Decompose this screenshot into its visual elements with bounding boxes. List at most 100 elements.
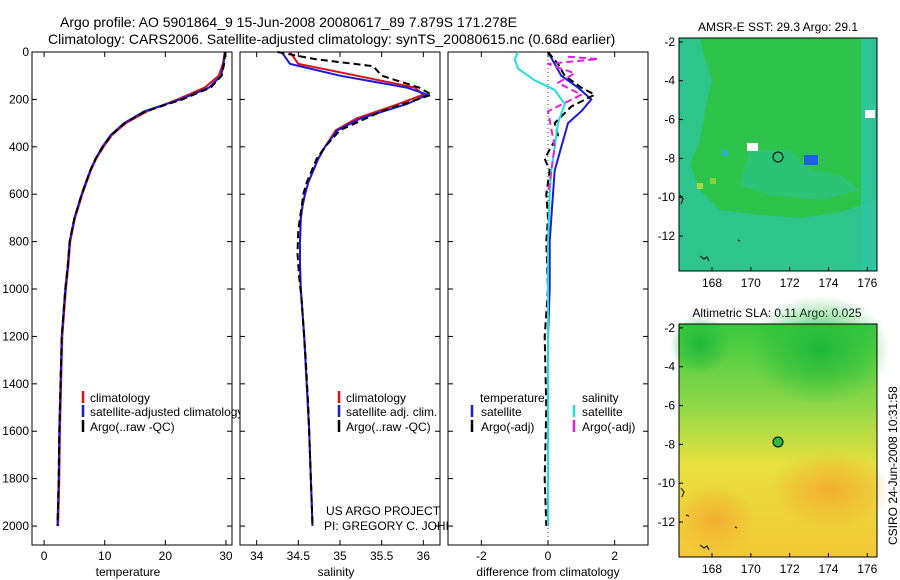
ytick-label: 200 [9,92,29,106]
map-ytick-label: -2 [664,35,675,49]
xtick-label: 34 [250,549,264,563]
xtick-label: 2 [611,549,618,563]
sla-orange-blob-2 [675,485,755,555]
sst-map-blank-cell [747,143,758,151]
map-ytick-label: -4 [664,360,675,374]
map-xtick-label: 172 [780,562,800,576]
map-ytick-label: -10 [658,190,676,204]
difference-panel: -2 0 2 difference from climatology tempera… [447,51,649,579]
sst-map-panel: AMSR-E SST: 29.3 Argo: 29.1 168 170 172 174… [658,20,878,290]
ytick-label: 600 [9,187,29,201]
ytick-label: 1000 [2,282,29,296]
map-xtick-label: 170 [741,276,761,290]
sst-map-right-strip [861,38,877,271]
map-ytick-label: -12 [658,515,676,529]
sst-map-frame [678,37,878,272]
difference-legend: temperature salinity satellite Argo(-adj… [470,391,635,434]
temperature-panel: 0 10 20 30 0 200 400 600 800 1000 1200 1400 1600 1800… [2,45,243,579]
sst-map-yellow-cell [697,183,703,189]
temperature-legend-argo: Argo(..raw -QC) [90,420,175,434]
ytick-label: 1800 [2,472,29,486]
sla-green-blob [750,295,890,405]
difference-legend-sal-argo: Argo(-adj) [582,420,635,434]
xtick-label: 20 [159,549,173,563]
xtick-label: -2 [476,549,487,563]
map-ytick-label: -10 [658,476,676,490]
ytick-label: 1400 [2,377,29,391]
map-ytick-label: -4 [664,74,675,88]
difference-legend-temperature-title: temperature [480,391,545,405]
sst-map-yellow-cell-2 [710,178,716,184]
salinity-legend-climatology: climatology [346,391,406,405]
sst-map-teal-patch [740,150,860,200]
series-line-argo-raw-qc- [56,51,227,527]
map-xtick-label: 168 [702,276,722,290]
map-xtick-label: 174 [818,562,838,576]
salinity-panel: 34 34.5 35 35.5 36 salinity climatology sate… [239,51,480,579]
salinity-axes-frame [239,51,441,546]
sst-map-blue-cell-2 [722,150,728,156]
figure-title-line1: Argo profile: AO 5901864_9 15-Jun-2008 2… [60,14,517,30]
xtick-label: 36 [417,549,431,563]
sla-green-blob-2 [670,315,730,375]
sst-map-ticks: 168 170 172 174 176 -2 -4 -6 -8 -10 -12 [658,35,878,290]
difference-xlabel: difference from climatology [476,565,619,579]
sla-map-ticks: 168 170 172 174 176 -2 -4 -6 -8 -10 -12 [658,321,878,576]
credit-stamp: CSIRO 24-Jun-2008 10:31:58 [886,386,900,545]
map-xtick-label: 176 [857,276,877,290]
series-line-argo-raw-qc- [277,51,433,527]
series-line-salinity-satellite [513,51,566,526]
series-line-salinity-argo-adj- [547,55,599,195]
xtick-label: 10 [98,549,112,563]
salinity-legend-argo: Argo(..raw -QC) [346,420,431,434]
map-xtick-label: 172 [780,276,800,290]
map-xtick-label: 176 [857,562,877,576]
sst-map-blue-cell [804,155,818,165]
xtick-label: 0 [545,549,552,563]
salinity-ticks: 34 34.5 35 35.5 36 [240,51,440,563]
ytick-label: 0 [22,45,29,59]
sst-coastline [679,194,741,262]
project-label: US ARGO PROJECT [326,504,441,518]
ytick-label: 800 [9,235,29,249]
difference-lines [513,51,599,527]
salinity-legend: climatology satellite adj. clim. Argo(..… [337,391,437,434]
xtick-label: 35 [333,549,347,563]
salinity-xlabel: salinity [318,565,355,579]
map-ytick-label: -8 [664,151,675,165]
sst-argo-marker [772,151,784,163]
xtick-label: 0 [41,549,48,563]
map-ytick-label: -6 [664,399,675,413]
series-line-satellite-adj-clim- [280,51,429,527]
xtick-label: 35.5 [370,549,394,563]
sla-map-panel: Altimetric SLA: 0.11 Argo: 0.025 1681701… [658,295,890,576]
ytick-label: 1600 [2,424,29,438]
salinity-lines [277,51,433,527]
ytick-label: 1200 [2,329,29,343]
temperature-legend-climatology: climatology [90,391,150,405]
pi-label: PI: GREGORY C. JOHNSON [324,519,480,533]
map-ytick-label: -6 [664,113,675,127]
temperature-axes-frame [31,51,233,546]
difference-legend-temp-argo: Argo(-adj) [481,420,534,434]
temperature-xlabel: temperature [96,565,161,579]
temperature-lines [56,51,227,527]
difference-ticks: -2 0 2 [448,51,648,563]
sst-map-title: AMSR-E SST: 29.3 Argo: 29.1 [698,20,858,34]
sla-coastline [680,487,738,551]
sst-map-teal-region [679,38,877,271]
temperature-ticks: 0 10 20 30 0 200 400 600 800 1000 1200 1400 1600 1800… [2,45,233,563]
map-ytick-label: -12 [658,229,676,243]
map-xtick-label: 174 [818,276,838,290]
sla-argo-marker [772,436,784,448]
map-xtick-label: 168 [702,562,722,576]
map-xtick-label: 170 [741,562,761,576]
map-ytick-label: -2 [664,321,675,335]
sla-orange-blob [770,450,890,530]
difference-legend-temp-satellite: satellite [481,405,522,419]
ytick-label: 2000 [2,519,29,533]
map-ytick-label: -8 [664,437,675,451]
sla-map-frame [678,323,878,558]
xtick-label: 30 [219,549,233,563]
